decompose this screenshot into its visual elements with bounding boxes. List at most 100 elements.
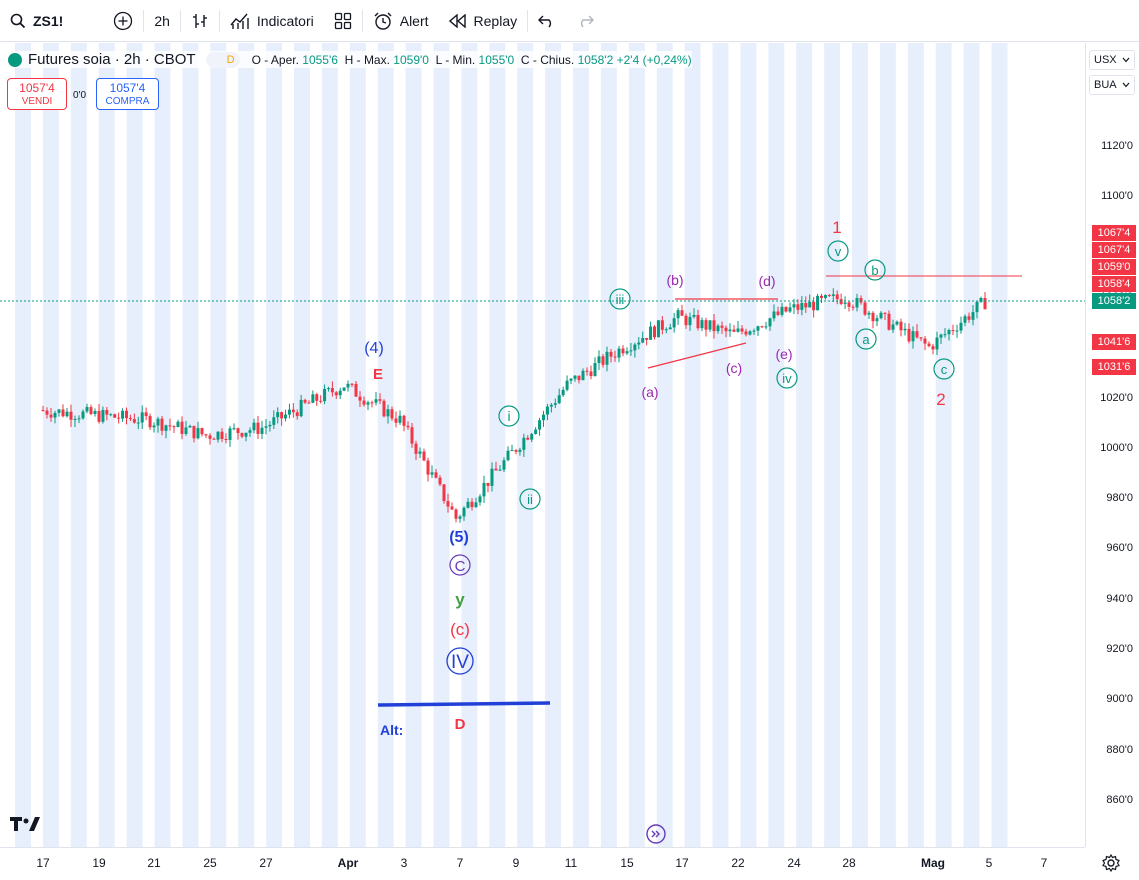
price-badge: 1058'4 (1092, 276, 1136, 292)
chart-settings-button[interactable] (1100, 852, 1122, 874)
candle-body (192, 425, 196, 439)
chart-legend: Futures soia · 2h · CBOT D O - Aper. 105… (8, 51, 692, 68)
session-band (684, 43, 701, 847)
candle-body (482, 482, 486, 497)
candle (109, 413, 113, 417)
candle-body (804, 302, 808, 308)
candle-body (276, 412, 280, 418)
session-band (126, 43, 143, 847)
candle (442, 483, 446, 504)
indicators-button[interactable]: Indicatori (220, 0, 324, 42)
sell-button[interactable]: 1057'4 VENDI (7, 78, 67, 110)
alert-label: Alert (399, 12, 429, 29)
layouts-button[interactable] (324, 0, 362, 42)
candle (101, 406, 105, 424)
candle (244, 432, 248, 442)
price-chart[interactable]: (4) E (5) C y (c) IV Alt: D i ii iii iv … (0, 43, 1085, 847)
replay-button[interactable]: Replay (439, 0, 528, 42)
spread-value: 0'0 (73, 90, 87, 101)
candle (855, 293, 859, 312)
candle (77, 415, 81, 424)
toolbar-divider (218, 9, 220, 32)
candle-body (748, 331, 752, 335)
candle (561, 386, 565, 397)
candle (530, 432, 534, 443)
candle-body (716, 325, 720, 332)
candle (923, 336, 927, 351)
candle (534, 427, 538, 435)
candle-body (338, 390, 342, 396)
candle-body (891, 324, 895, 330)
candle (386, 404, 390, 424)
tradingview-logo[interactable] (10, 815, 42, 838)
candle (338, 387, 342, 400)
candle-body (740, 328, 744, 332)
candle (164, 424, 168, 439)
buy-button[interactable]: 1057'4 COMPRA (96, 78, 159, 110)
candle-body (959, 322, 963, 331)
market-status-dot[interactable] (8, 52, 22, 67)
wave-label-2: 2 (936, 390, 945, 409)
candle (330, 381, 334, 397)
candle-body (831, 294, 835, 296)
redo-button[interactable] (566, 0, 604, 42)
candle-body (462, 507, 466, 517)
price-tick-label: 940'0 (1106, 592, 1133, 605)
candle-body (772, 311, 776, 319)
target-line[interactable] (377, 701, 551, 707)
candle-body (883, 312, 887, 314)
candle-body (561, 389, 565, 396)
candle (835, 290, 839, 305)
session-band (461, 43, 478, 847)
buy-price: 1057'4 (109, 81, 146, 95)
session-band (907, 43, 924, 847)
candle (188, 424, 192, 428)
candle-body (983, 298, 987, 310)
candle-body (315, 394, 319, 401)
candle (402, 414, 406, 432)
unit-selector[interactable]: BUA (1089, 75, 1135, 95)
candle-body (446, 501, 450, 507)
price-axis[interactable]: 1120'01100'01080'01060'01040'01020'01000… (1085, 43, 1139, 847)
candle (708, 320, 712, 332)
candle (963, 314, 967, 327)
candle-body (875, 318, 879, 322)
symbol-search-button[interactable]: ZS1! (0, 0, 73, 42)
legend-title[interactable]: Futures soia · 2h · CBOT (28, 51, 196, 68)
compare-symbol-button[interactable] (103, 0, 143, 42)
candle (168, 418, 172, 431)
candle (390, 406, 394, 421)
interval-button[interactable]: 2h (144, 0, 180, 42)
candle (260, 420, 264, 440)
delay-badge[interactable]: D (205, 51, 240, 68)
candle-body (581, 370, 585, 381)
time-axis[interactable]: 17 19 21 25 27 Apr 3 7 9 11 15 17 22 24 28 Mag 5 7 (0, 847, 1085, 880)
time-tick-label: 25 (203, 856, 217, 870)
candle-body (319, 400, 323, 402)
candle (97, 403, 101, 424)
candle-body (45, 410, 49, 415)
candle (358, 391, 362, 408)
candle-body (975, 301, 979, 313)
candle-body (204, 434, 208, 436)
undo-button[interactable] (528, 0, 566, 42)
chart-type-button[interactable] (181, 0, 219, 42)
triangle-lower-line[interactable] (647, 342, 747, 369)
candle (875, 315, 879, 327)
candle (216, 431, 220, 443)
candle-body (676, 310, 680, 319)
price-tick-label: 1120'0 (1101, 140, 1133, 152)
alert-button[interactable]: Alert (363, 0, 439, 42)
candle (581, 368, 585, 381)
candle (346, 380, 350, 392)
session-band (963, 43, 980, 847)
candle (740, 325, 744, 335)
session-band (935, 43, 952, 847)
candle (947, 328, 951, 341)
wave-label-4: (4) (364, 340, 384, 357)
chart-pane[interactable]: (4) E (5) C y (c) IV Alt: D i ii iii iv … (0, 43, 1085, 847)
currency-selector[interactable]: USX (1089, 50, 1135, 70)
candle (645, 337, 649, 346)
candle (712, 314, 716, 339)
go-to-realtime-button[interactable] (645, 823, 667, 845)
